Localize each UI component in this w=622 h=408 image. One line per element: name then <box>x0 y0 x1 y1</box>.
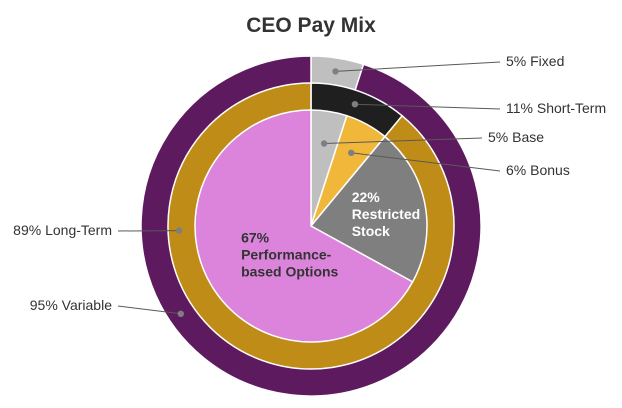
slice-label-22-restricted-stock: 22% Restricted Stock <box>352 189 420 239</box>
label-5-fixed: 5% Fixed <box>506 53 564 69</box>
label-5-base: 5% Base <box>488 129 544 145</box>
slice-22-restricted-stock <box>309 135 428 283</box>
leader-dot-5-base <box>320 140 328 147</box>
leader-dot-95-variable <box>177 310 184 317</box>
leader-line-11-short-term <box>354 103 501 110</box>
leader-dot-6-bonus <box>348 149 355 156</box>
leader-dot-89-long-term <box>175 227 183 234</box>
slice-67-performance-based-options <box>194 109 414 343</box>
leader-line-95-variable <box>117 305 181 315</box>
label-6-bonus: 6% Bonus <box>506 162 570 178</box>
leader-dot-5-fixed <box>332 68 339 75</box>
leader-line-5-fixed <box>335 61 501 72</box>
label-89-long-term: 89% Long-Term <box>13 222 112 238</box>
chart-title: CEO Pay Mix <box>246 14 376 37</box>
label-95-variable: 95% Variable <box>30 297 112 313</box>
leader-line-5-base <box>324 137 483 144</box>
leader-line-6-bonus <box>351 152 501 172</box>
slice-label-67-performance-based-options: 67% Performance-based Options <box>241 229 338 279</box>
leader-dot-11-short-term <box>351 101 359 108</box>
label-11-short-term: 11% Short-Term <box>506 100 606 116</box>
